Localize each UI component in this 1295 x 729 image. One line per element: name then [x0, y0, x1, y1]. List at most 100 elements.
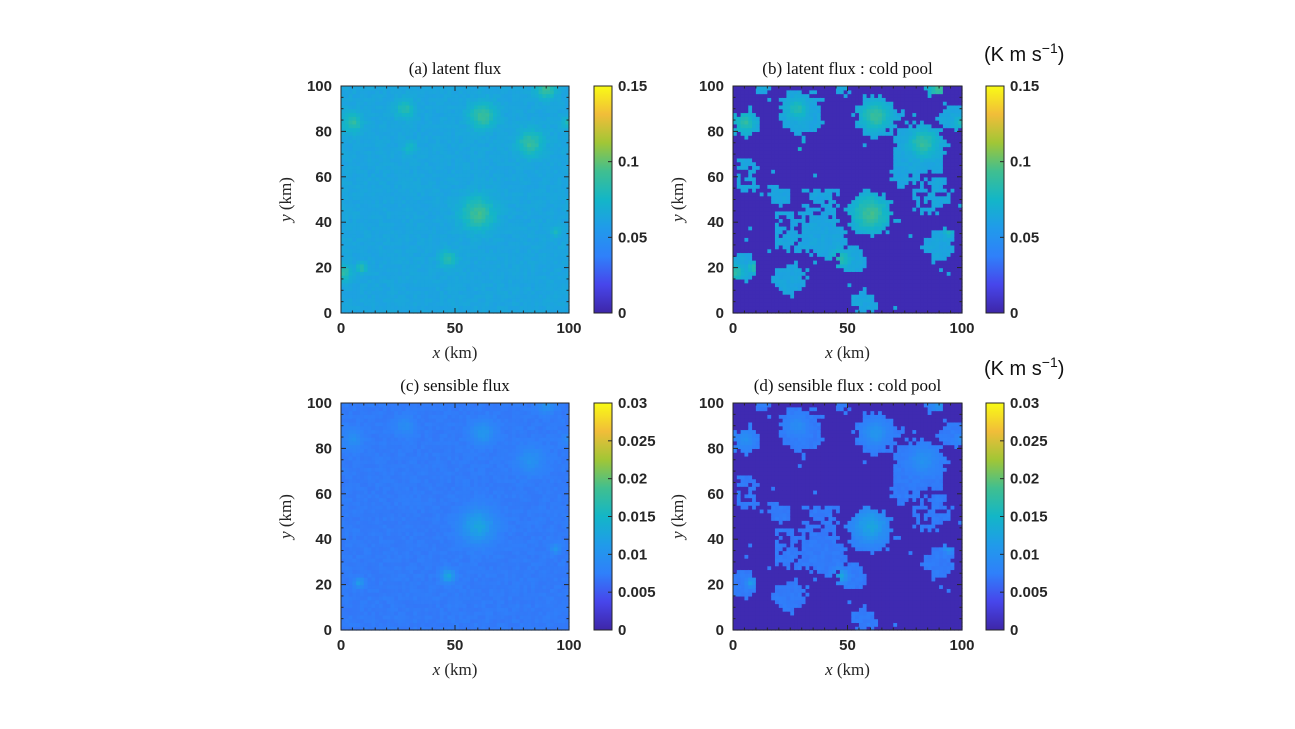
heatmap-cell [733, 157, 738, 163]
heatmap-cell [557, 237, 562, 242]
heatmap-cell [763, 263, 768, 269]
heatmap-cell [417, 127, 422, 132]
heatmap-cell [538, 116, 543, 121]
heatmap-cell [786, 214, 791, 220]
heatmap-cell [462, 256, 467, 261]
heatmap-cell [512, 248, 517, 254]
heatmap-cell [447, 184, 452, 189]
heatmap-cell [519, 157, 524, 163]
heatmap-cell [379, 97, 384, 102]
heatmap-cell [432, 116, 437, 121]
heatmap-cell [782, 309, 788, 314]
heatmap-cell [771, 278, 776, 284]
heatmap-cell [523, 275, 528, 280]
heatmap-cell [379, 218, 384, 223]
heatmap-cell [352, 108, 357, 114]
heatmap-cell [436, 127, 441, 132]
heatmap-cell [405, 138, 410, 144]
heatmap-cell [755, 157, 761, 163]
heatmap-cell [797, 131, 803, 136]
heatmap-cell [386, 191, 391, 197]
heatmap-cell [493, 244, 498, 250]
heatmap-cell [538, 97, 543, 102]
heatmap-cell [755, 169, 761, 174]
heatmap-cell [794, 282, 799, 288]
heatmap-cell [763, 93, 768, 98]
colorbar-tick-label: 0.15 [618, 78, 647, 95]
heatmap-cell [736, 199, 742, 204]
heatmap-cell [794, 142, 799, 148]
heatmap-cell [797, 207, 803, 212]
heatmap-cell [356, 301, 361, 307]
heatmap-cell [801, 138, 807, 144]
heatmap-cell [485, 138, 490, 144]
heatmap-cell [466, 188, 471, 193]
heatmap-cell [352, 210, 357, 216]
heatmap-cell [748, 146, 753, 151]
heatmap-cell [805, 286, 810, 291]
heatmap-cell [805, 301, 810, 307]
heatmap-cell [439, 286, 445, 291]
heatmap-cell [805, 169, 810, 174]
heatmap-cell [790, 93, 795, 98]
heatmap-cell [428, 142, 433, 148]
heatmap-cell [550, 173, 555, 178]
heatmap-cell [538, 301, 543, 307]
heatmap-cell [356, 112, 361, 117]
heatmap-cell [752, 135, 757, 140]
heatmap-cell [538, 195, 543, 201]
heatmap-cell [493, 256, 498, 261]
heatmap-cell [561, 173, 566, 178]
heatmap-cell [360, 165, 365, 170]
heatmap-cell [561, 263, 566, 269]
heatmap-cell [561, 225, 566, 231]
heatmap-cell [771, 135, 776, 140]
heatmap-cell [496, 199, 502, 204]
heatmap-cell [489, 89, 494, 95]
heatmap-cell [504, 173, 509, 178]
heatmap-cell [436, 252, 441, 257]
heatmap-cell [356, 225, 361, 231]
heatmap-cell [428, 165, 433, 170]
heatmap-cell [736, 191, 742, 197]
heatmap-cell [348, 108, 353, 114]
heatmap-cell [736, 142, 742, 148]
heatmap-cell [428, 207, 433, 212]
heatmap-cell [774, 184, 780, 189]
heatmap-cell [356, 188, 361, 193]
heatmap-cell [736, 180, 742, 185]
heatmap-cell [778, 286, 784, 291]
heatmap-cell [375, 309, 380, 314]
heatmap-cell [797, 256, 803, 261]
heatmap-cell [553, 146, 559, 151]
heatmap-cell [489, 260, 494, 265]
heatmap-cell [542, 97, 547, 102]
heatmap-cell [451, 275, 456, 280]
heatmap-cell [474, 207, 479, 212]
heatmap-cell [767, 161, 772, 167]
heatmap-cell [344, 267, 350, 272]
heatmap-cell [477, 278, 483, 284]
heatmap-cell [759, 165, 765, 170]
heatmap-cell [794, 207, 799, 212]
heatmap-cell [534, 214, 540, 220]
heatmap-cell [752, 101, 757, 106]
heatmap-cell [523, 173, 528, 178]
heatmap-cell [797, 154, 803, 159]
heatmap-cell [515, 89, 521, 95]
colorbar-tick-label: 0.1 [618, 154, 639, 171]
heatmap-cell [367, 86, 372, 91]
heatmap-cell [466, 241, 471, 246]
heatmap-cell [371, 173, 376, 178]
heatmap-cell [439, 165, 445, 170]
heatmap-cell [458, 267, 464, 272]
heatmap-cell [797, 278, 803, 284]
heatmap-cell [736, 188, 742, 193]
heatmap-cell [386, 176, 391, 182]
heatmap-cell [550, 154, 555, 159]
heatmap-cell [474, 191, 479, 197]
heatmap-cell [413, 263, 418, 269]
heatmap-cell [493, 131, 498, 136]
heatmap-cell [740, 184, 746, 189]
heatmap-cell [367, 173, 372, 178]
